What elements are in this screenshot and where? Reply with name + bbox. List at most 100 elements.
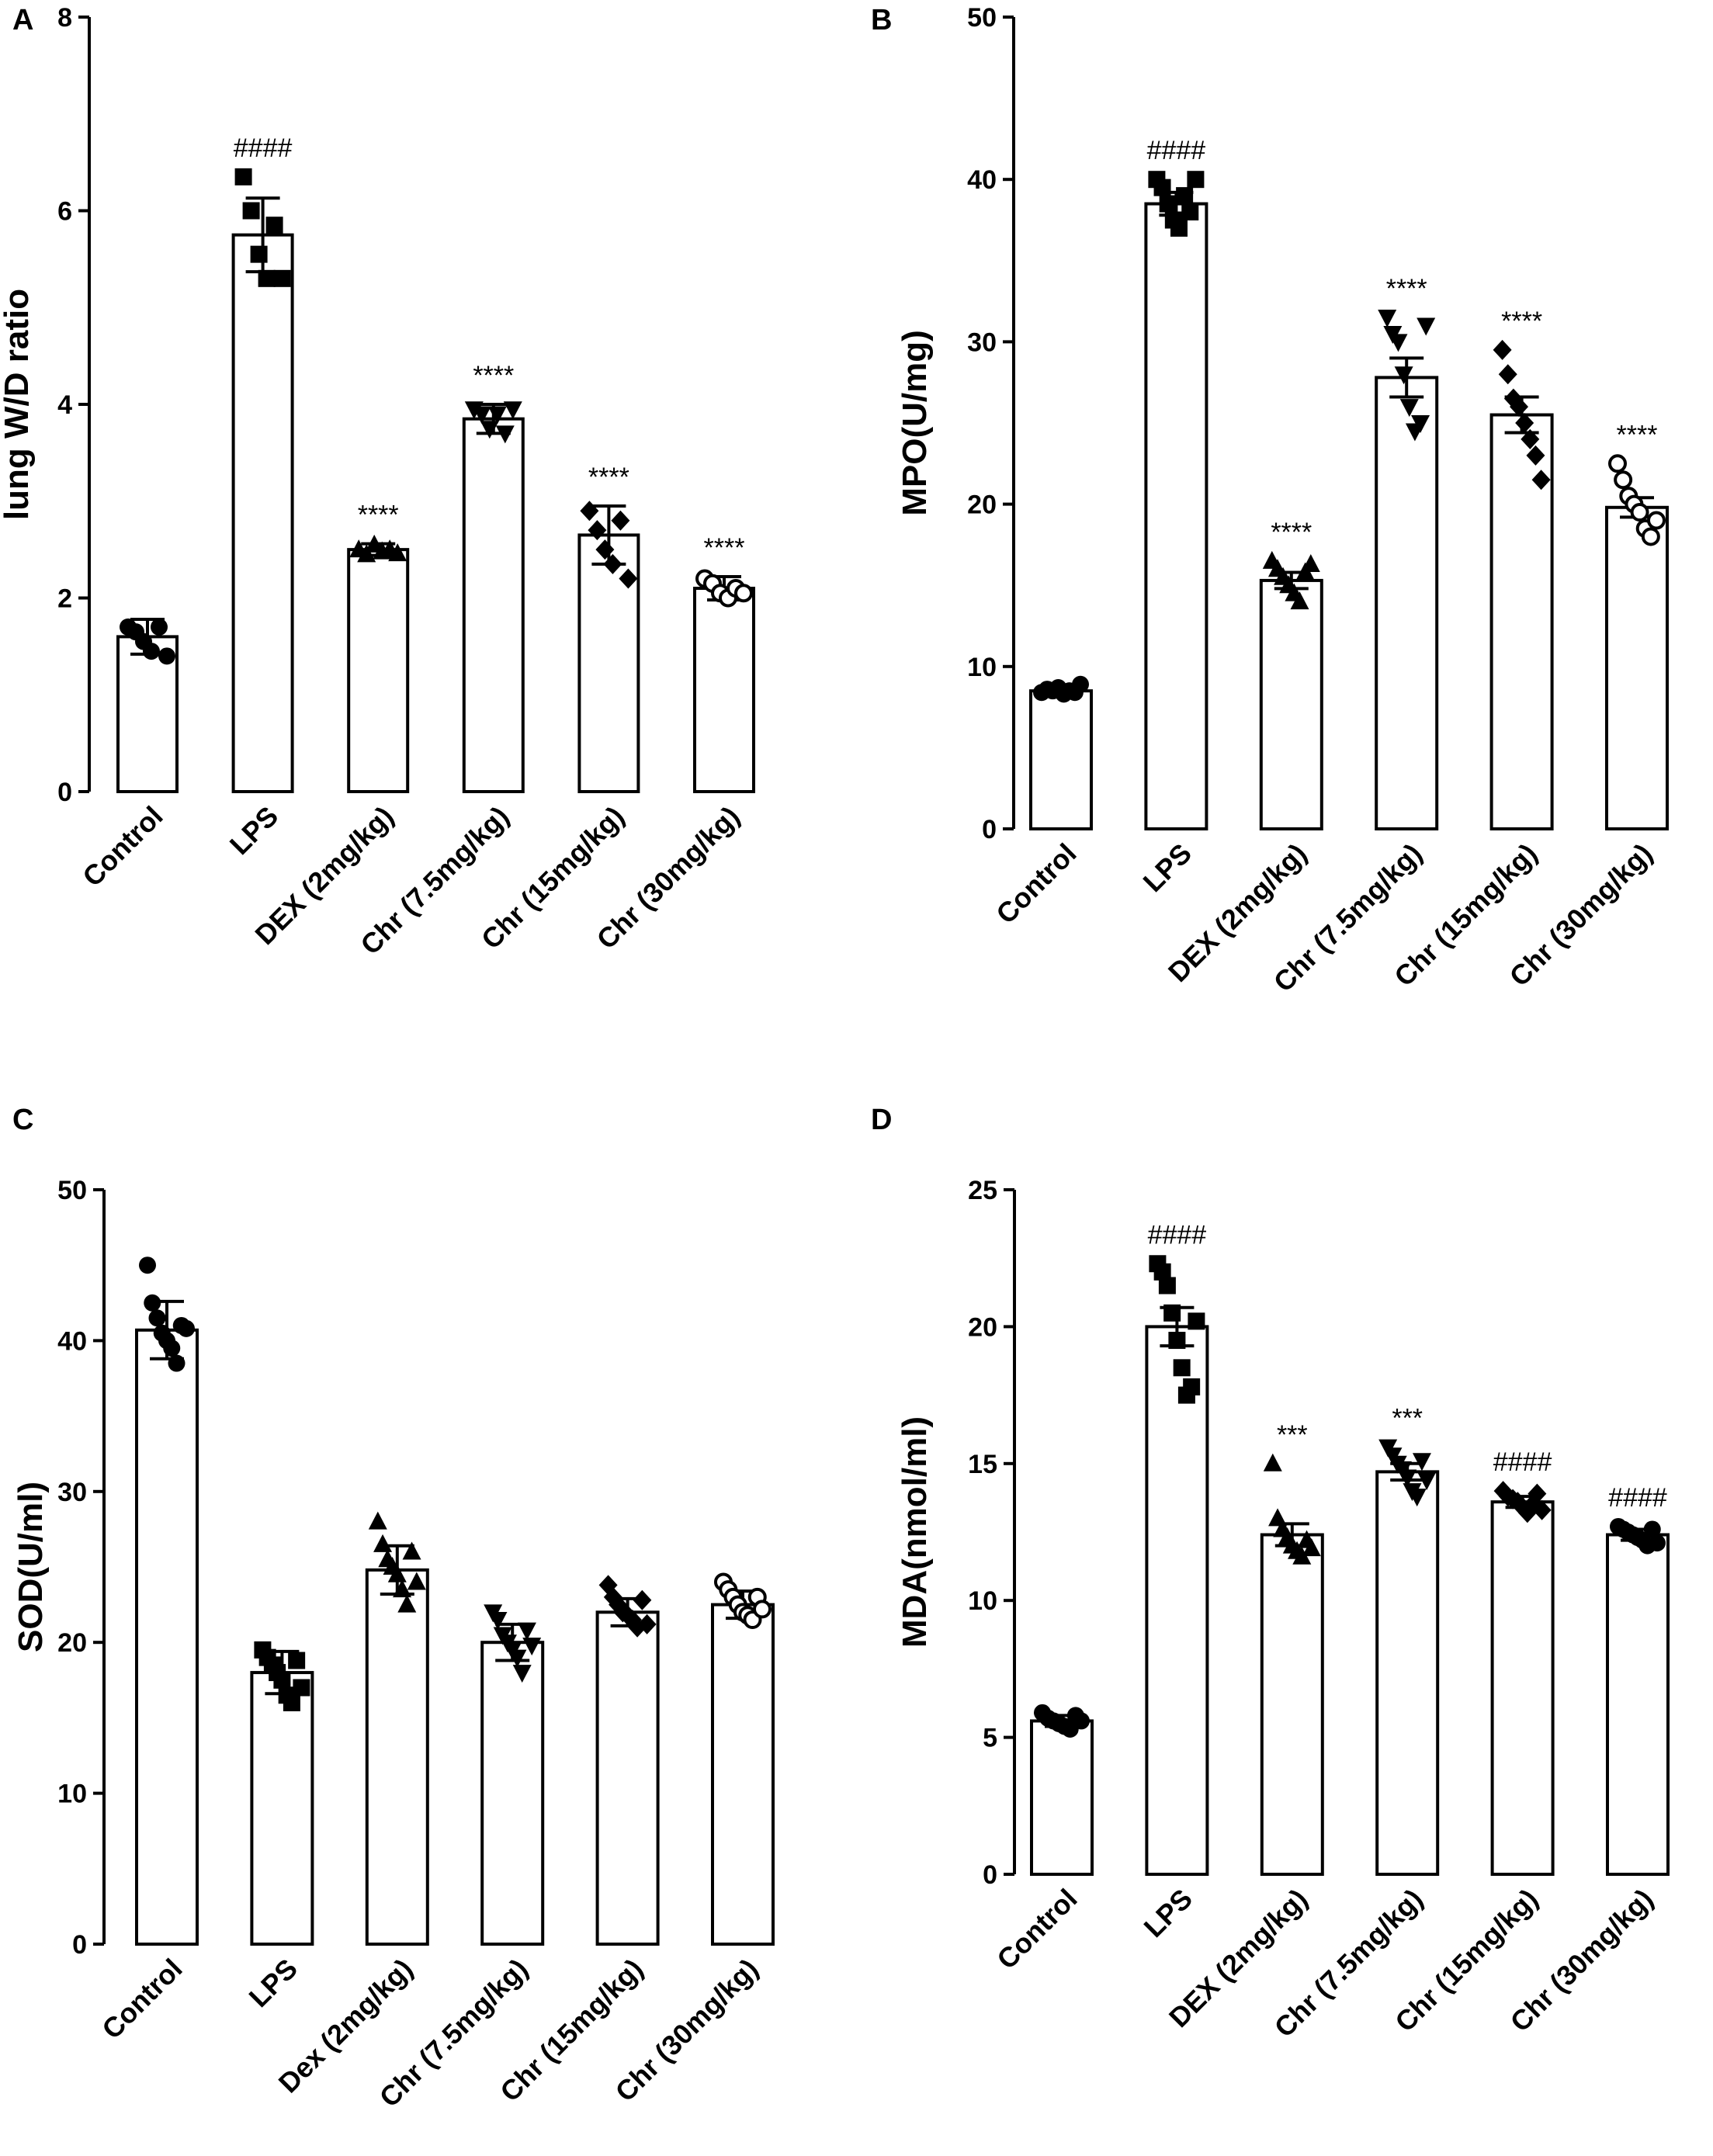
data-point: [1188, 1312, 1205, 1330]
data-point: [143, 643, 160, 660]
y-tick-label: 6: [57, 197, 72, 227]
significance-label: ####: [1148, 1220, 1207, 1250]
data-point: [148, 1309, 166, 1327]
data-point: [293, 1679, 310, 1697]
data-point: [388, 543, 407, 562]
bar: [480, 1641, 545, 1946]
data-point: [242, 202, 260, 220]
significance-label: ***: [1277, 1420, 1308, 1450]
data-point: [158, 647, 175, 665]
y-tick-label: 10: [968, 1586, 997, 1616]
data-point: [480, 421, 499, 439]
bar: [462, 417, 525, 794]
data-point: [1302, 1538, 1321, 1557]
significance-label: ****: [1501, 307, 1542, 336]
y-axis-title: MDA(nmol/ml): [896, 1416, 934, 1648]
y-tick-label: 50: [967, 3, 997, 33]
bar: [231, 233, 294, 793]
bar: [365, 1568, 429, 1946]
significance-label: ****: [1271, 518, 1312, 547]
data-point: [580, 501, 599, 522]
data-point: [1614, 470, 1633, 490]
significance-label: ####: [1147, 136, 1206, 165]
data-point: [1301, 554, 1320, 573]
y-tick-label: 5: [983, 1724, 997, 1753]
significance-label: ####: [1608, 1483, 1667, 1513]
y-tick-label: 8: [57, 3, 72, 33]
significance-label: ####: [1493, 1447, 1552, 1477]
data-point: [1531, 470, 1551, 490]
data-point: [753, 1600, 772, 1619]
data-point: [1521, 428, 1540, 449]
data-point: [1630, 503, 1649, 522]
data-point: [178, 1319, 195, 1337]
y-tick-label: 4: [57, 390, 72, 420]
data-point: [387, 1564, 407, 1582]
y-tick-label: 0: [57, 778, 72, 807]
y-tick-label: 2: [57, 584, 72, 614]
data-point: [1159, 195, 1177, 213]
data-point: [464, 401, 484, 420]
significance-label: ####: [234, 133, 293, 163]
bar-group: ####LPS: [1138, 1220, 1209, 1943]
y-tick-label: 30: [57, 1478, 87, 1507]
y-tick-label: 40: [967, 165, 997, 195]
data-point: [603, 553, 622, 574]
data-point: [1394, 366, 1413, 385]
bar: [1606, 1533, 1670, 1876]
data-point: [1411, 415, 1430, 433]
bar-group: ####LPS: [1137, 136, 1208, 898]
data-point: [407, 1572, 426, 1590]
data-point: [637, 1614, 657, 1634]
y-tick-label: 0: [982, 815, 997, 844]
data-point: [1532, 1499, 1552, 1520]
data-point: [611, 510, 630, 531]
data-point: [1181, 203, 1199, 221]
bar: [1490, 1500, 1555, 1877]
bar: [347, 548, 410, 793]
panel-letter: A: [12, 4, 33, 36]
data-point: [1292, 1546, 1312, 1565]
data-point: [1527, 1483, 1547, 1504]
bar: [1260, 1533, 1324, 1876]
data-point: [1641, 527, 1660, 546]
bar: [1259, 578, 1323, 830]
data-point: [1515, 413, 1534, 433]
data-point: [1187, 171, 1205, 189]
data-point: [508, 1649, 527, 1668]
data-point: [487, 406, 507, 425]
data-point: [1417, 317, 1436, 336]
data-point: [1649, 1534, 1666, 1552]
data-point: [402, 1541, 421, 1560]
data-point: [1407, 1489, 1427, 1507]
data-point: [595, 539, 615, 560]
data-point: [1510, 397, 1529, 418]
data-point: [250, 245, 268, 263]
y-tick-label: 20: [57, 1628, 87, 1658]
significance-label: ****: [358, 501, 399, 530]
y-tick-label: 10: [57, 1780, 87, 1809]
data-point: [1072, 675, 1089, 693]
significance-label: ****: [1386, 274, 1427, 303]
data-point: [488, 1612, 508, 1631]
data-point: [1417, 1471, 1437, 1490]
bar: [1375, 1470, 1440, 1877]
data-point: [1170, 219, 1188, 237]
data-point: [1073, 1712, 1090, 1730]
data-point: [1399, 399, 1419, 418]
data-point: [522, 1638, 542, 1656]
significance-label: ****: [704, 533, 745, 563]
data-point: [1163, 1304, 1181, 1322]
data-point: [633, 1589, 652, 1610]
bar: [595, 1610, 660, 1946]
bar: [135, 1328, 199, 1946]
data-point: [1378, 310, 1397, 328]
data-point: [1526, 445, 1545, 466]
data-point: [734, 584, 753, 603]
data-point: [273, 269, 291, 287]
data-point: [1158, 1277, 1176, 1295]
data-point: [1183, 1378, 1201, 1396]
data-point: [1412, 1453, 1431, 1471]
y-tick-label: 40: [57, 1326, 87, 1356]
bar: [1029, 689, 1093, 830]
